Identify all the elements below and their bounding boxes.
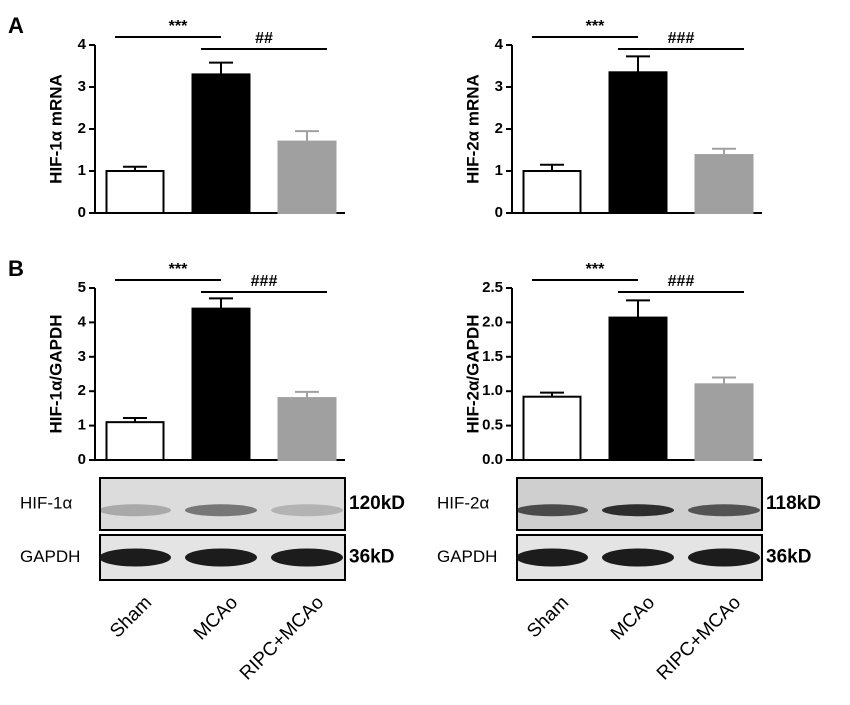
x-tick-label: Sham [106,592,156,642]
blot-band [688,504,760,517]
blot-band [99,504,171,517]
blot-band [602,504,674,517]
y-tick-label: 2.5 [482,279,503,296]
significance-label: ### [668,273,695,290]
y-tick-label: 3 [78,348,86,365]
x-tick-label: RIPC+MCAo [236,592,328,684]
bar [277,397,337,461]
blot-name: HIF-2α [437,493,490,512]
y-tick-label: 0 [78,451,86,468]
y-tick-label: 2 [495,120,503,137]
significance-label: *** [169,18,188,35]
y-tick-label: 4 [495,36,504,53]
significance-label: ### [251,273,278,290]
blot-band [271,504,343,517]
bar [191,307,251,462]
y-tick-label: 0 [78,204,86,221]
x-tick-label: MCAo [607,592,659,644]
y-tick-label: 1 [495,162,503,179]
x-tick-label: RIPC+MCAo [653,592,745,684]
blot-size: 120kD [349,493,405,514]
bar [608,71,668,214]
blot-band [516,548,588,567]
y-tick-label: 2 [78,382,86,399]
x-tick-label: Sham [523,592,573,642]
y-axis-label: HIF-2α mRNA [463,74,482,184]
y-tick-label: 4 [78,36,87,53]
y-tick-label: 0.5 [482,417,503,434]
y-tick-label: 1 [78,162,86,179]
bar [694,154,754,214]
blot-frame [99,477,346,531]
bar [105,170,165,214]
y-tick-label: 1.0 [482,382,503,399]
y-tick-label: 0 [495,204,503,221]
significance-label: ## [255,30,273,47]
y-tick-label: 1 [78,417,86,434]
blot-size: 36kD [349,547,394,568]
blot-band [688,548,760,567]
significance-label: *** [586,261,605,278]
panel-label: A [8,13,24,38]
y-tick-label: 3 [78,78,86,95]
y-tick-label: 4 [78,313,87,330]
y-tick-label: 5 [78,279,86,296]
blot-band [185,548,257,567]
significance-label: ### [668,30,695,47]
blot-band [185,504,257,517]
blot-frame [516,477,763,531]
bar [522,395,582,462]
y-axis-label: HIF-2α/GAPDH [463,314,482,433]
blot-band [602,548,674,567]
y-tick-label: 2 [78,120,86,137]
bar [522,170,582,214]
bar [105,421,165,462]
blot-band [271,548,343,567]
panel-label: B [8,256,24,281]
blot-size: 36kD [766,547,811,568]
y-tick-label: 2.0 [482,313,503,330]
y-tick-label: 0.0 [482,451,503,468]
y-tick-label: 3 [495,78,503,95]
bar [694,383,754,462]
y-tick-label: 1.5 [482,348,503,365]
blot-size: 118kD [766,493,821,514]
blot-band [516,504,588,517]
blot-name: GAPDH [20,547,80,566]
blot-name: GAPDH [437,547,497,566]
bar [608,316,668,462]
y-axis-label: HIF-1α/GAPDH [46,314,65,433]
bar [191,73,251,215]
y-axis-label: HIF-1α mRNA [46,74,65,184]
significance-label: *** [169,261,188,278]
x-tick-label: MCAo [190,592,242,644]
blot-name: HIF-1α [20,493,73,512]
blot-band [99,548,171,567]
bar [277,140,337,215]
significance-label: *** [586,18,605,35]
